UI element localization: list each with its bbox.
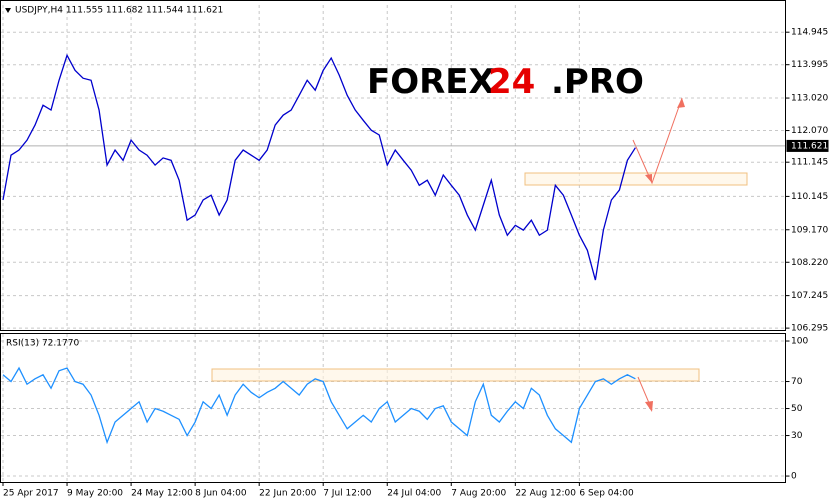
y-tick-label: 108.220 — [791, 258, 828, 268]
watermark-right: .PRO — [551, 62, 644, 102]
last-price-box — [786, 139, 829, 152]
y-tick-label: 0 — [791, 472, 797, 482]
watermark-left: FOREX — [367, 62, 495, 102]
watermark-highlight: 24 — [488, 62, 535, 102]
rsi-frame — [0, 333, 786, 483]
x-tick-label: 24 May 12:00 — [131, 489, 193, 499]
y-tick-label: 110.145 — [791, 192, 828, 202]
y-tick-label: 111.145 — [791, 158, 828, 168]
x-tick-label: 24 Jul 04:00 — [387, 489, 441, 499]
y-tick-label: 50 — [791, 404, 803, 414]
x-tick-label: 22 Aug 12:00 — [515, 489, 576, 499]
arrow-head — [677, 98, 685, 108]
price-frame — [0, 0, 786, 331]
x-tick-label: 22 Jun 20:00 — [259, 489, 316, 499]
y-tick-label: 30 — [791, 431, 803, 441]
y-tick-label: 106.295 — [791, 324, 828, 334]
last-price-label: 111.621 — [791, 141, 828, 151]
y-tick-label: 114.945 — [791, 28, 828, 38]
x-tick-label: 7 Aug 20:00 — [451, 489, 506, 499]
series-line — [2, 366, 636, 445]
arrow-head — [645, 401, 653, 412]
x-tick-label: 7 Jul 12:00 — [323, 489, 372, 499]
y-tick-label: 100 — [791, 337, 808, 347]
y-tick-label: 107.245 — [791, 291, 828, 301]
x-tick-label: 25 Apr 2017 — [3, 489, 59, 499]
support-zone — [524, 172, 748, 186]
x-tick-label: 6 Sep 04:00 — [579, 489, 634, 499]
series-line — [2, 53, 636, 281]
y-tick-label: 113.020 — [791, 94, 828, 104]
price-title: USDJPY,H4 111.555 111.682 111.544 111.62… — [15, 6, 223, 16]
x-tick-label: 9 May 20:00 — [67, 489, 123, 499]
y-tick-label: 113.995 — [791, 60, 828, 70]
arrow-head — [645, 174, 652, 183]
rsi-title: RSI(13) 72.1770 — [6, 339, 79, 349]
x-tick-label: 8 Jun 04:00 — [195, 489, 247, 499]
y-tick-label: 70 — [791, 377, 803, 387]
y-tick-label: 112.070 — [791, 126, 828, 136]
menu-triangle — [5, 8, 11, 13]
rsi-zone — [211, 368, 700, 382]
y-tick-label: 109.170 — [791, 225, 828, 235]
